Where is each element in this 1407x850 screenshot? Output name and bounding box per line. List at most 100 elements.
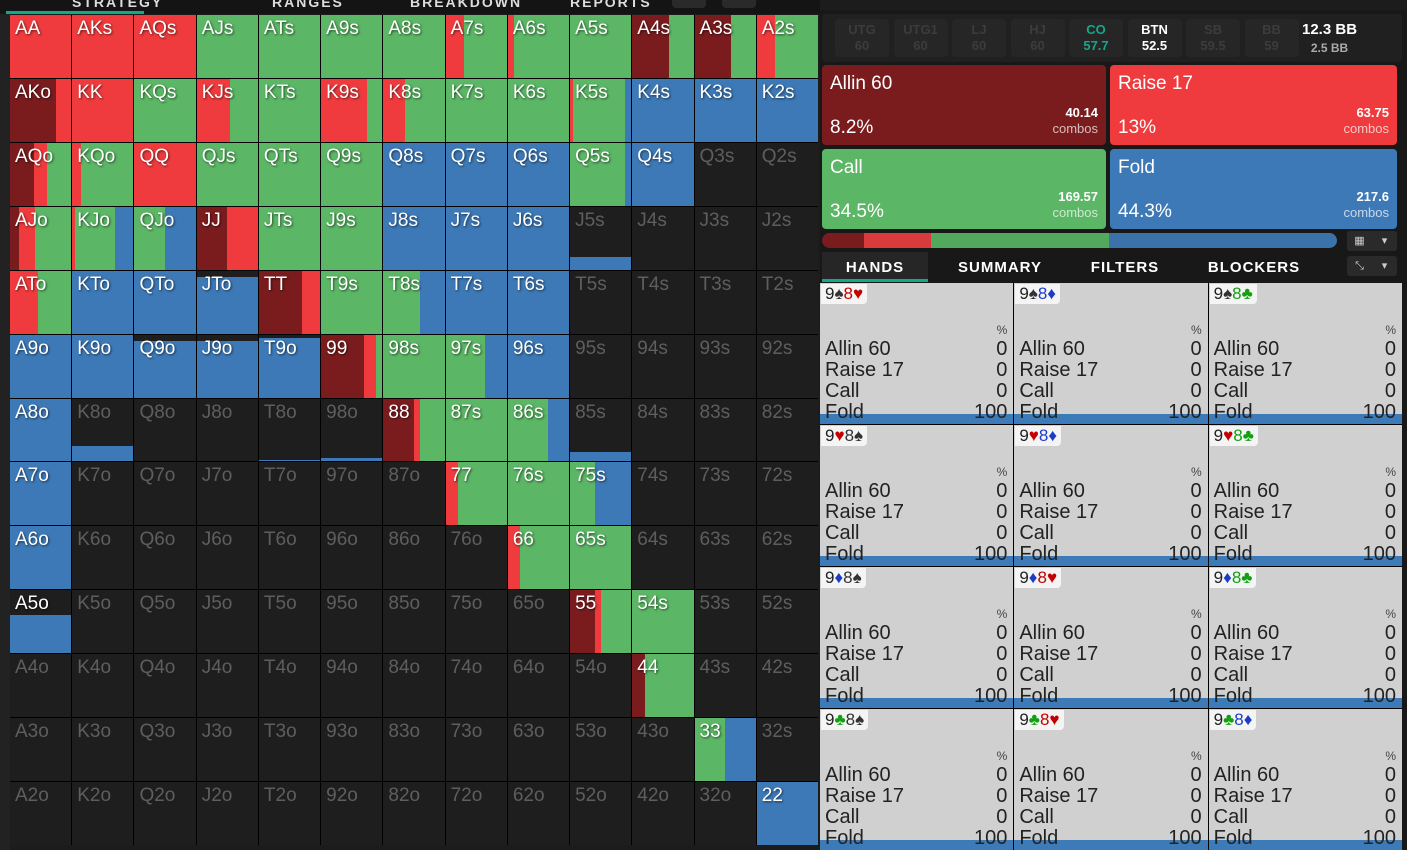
hand-cell[interactable]: ATo: [10, 270, 72, 334]
hand-cell[interactable]: A9s: [321, 15, 383, 78]
hand-cell[interactable]: J7s: [445, 206, 507, 270]
hand-combo-card[interactable]: 9♦8♠% Allin 60 0 Raise 17 0 Call 0 Fold 100: [820, 567, 1014, 708]
hand-cell[interactable]: 88: [383, 398, 445, 462]
hand-cell[interactable]: 32o: [694, 782, 756, 845]
hand-cell[interactable]: A8s: [383, 15, 445, 78]
hand-cell[interactable]: Q5o: [134, 590, 196, 654]
hand-cell[interactable]: 54s: [632, 590, 694, 654]
hand-cell[interactable]: 44: [632, 654, 694, 718]
hand-cell[interactable]: 95o: [321, 590, 383, 654]
hand-cell[interactable]: K7s: [445, 78, 507, 142]
hand-cell[interactable]: Q3o: [134, 718, 196, 782]
hand-cell[interactable]: 98s: [383, 334, 445, 398]
card-filter-button[interactable]: [722, 0, 756, 8]
hand-cell[interactable]: 52s: [756, 590, 818, 654]
hand-cell[interactable]: 93o: [321, 718, 383, 782]
hand-cell[interactable]: T9o: [258, 334, 321, 398]
hand-cell[interactable]: J4s: [632, 206, 694, 270]
hand-combo-card[interactable]: 9♠8♣% Allin 60 0 Raise 17 0 Call 0 Fold 100: [1208, 283, 1402, 424]
hand-cell[interactable]: 77: [445, 462, 507, 526]
hand-cell[interactable]: A5o: [10, 590, 72, 654]
hand-cell[interactable]: Q7o: [134, 462, 196, 526]
position-hj[interactable]: HJ 60: [1010, 19, 1065, 57]
hand-cell[interactable]: J9s: [321, 206, 383, 270]
hand-cell[interactable]: Q5s: [570, 142, 632, 206]
hand-cell[interactable]: KQs: [134, 78, 196, 142]
hand-cell[interactable]: A2o: [10, 782, 72, 845]
hand-cell[interactable]: K8o: [72, 398, 134, 462]
hand-cell[interactable]: A4s: [632, 15, 694, 78]
hand-cell[interactable]: 42s: [756, 654, 818, 718]
hand-cell[interactable]: 74s: [632, 462, 694, 526]
hand-cell[interactable]: 92s: [756, 334, 818, 398]
hand-cell[interactable]: 64o: [507, 654, 570, 718]
position-utg1[interactable]: UTG1 60: [893, 19, 948, 57]
hand-cell[interactable]: 93s: [694, 334, 756, 398]
hand-cell[interactable]: T6s: [507, 270, 570, 334]
hand-cell[interactable]: 22: [756, 782, 818, 845]
hand-cell[interactable]: QJo: [134, 206, 196, 270]
hand-cell[interactable]: T4s: [632, 270, 694, 334]
position-btn[interactable]: BTN 52.5: [1127, 19, 1182, 57]
action-raise[interactable]: Raise 17 13% 63.75 combos: [1110, 65, 1397, 145]
hand-cell[interactable]: 94o: [321, 654, 383, 718]
hand-cell[interactable]: AQs: [134, 15, 196, 78]
hand-cell[interactable]: 66: [507, 526, 570, 590]
hand-cell[interactable]: T3o: [258, 718, 321, 782]
hand-cell[interactable]: K7o: [72, 462, 134, 526]
hand-cell[interactable]: 96o: [321, 526, 383, 590]
hand-cell[interactable]: QQ: [134, 142, 196, 206]
hand-cell[interactable]: K6o: [72, 526, 134, 590]
action-call[interactable]: Call 34.5% 169.57 combos: [822, 149, 1106, 229]
hand-cell[interactable]: J8o: [196, 398, 258, 462]
hand-combo-card[interactable]: 9♣8♦% Allin 60 0 Raise 17 0 Call 0 Fold 100: [1208, 709, 1402, 850]
hand-cell[interactable]: 42o: [632, 782, 694, 845]
hand-combo-card[interactable]: 9♦8♥% Allin 60 0 Raise 17 0 Call 0 Fold 100: [1014, 567, 1208, 708]
hand-cell[interactable]: A7s: [445, 15, 507, 78]
hand-cell[interactable]: KJo: [72, 206, 134, 270]
position-co[interactable]: CO 57.7: [1069, 19, 1123, 57]
hand-cell[interactable]: 54o: [570, 654, 632, 718]
hand-cell[interactable]: J2o: [196, 782, 258, 845]
hand-cell[interactable]: 92o: [321, 782, 383, 845]
hand-cell[interactable]: 87s: [445, 398, 507, 462]
hand-cell[interactable]: KK: [72, 78, 134, 142]
hand-cell[interactable]: A2s: [756, 15, 818, 78]
hand-cell[interactable]: Q6o: [134, 526, 196, 590]
hand-cell[interactable]: K4s: [632, 78, 694, 142]
tab-summary[interactable]: SUMMARY: [958, 259, 1042, 276]
hand-cell[interactable]: K3o: [72, 718, 134, 782]
hand-cell[interactable]: 85s: [570, 398, 632, 462]
position-bb[interactable]: BB 59: [1244, 19, 1299, 57]
hand-cell[interactable]: QJs: [196, 142, 258, 206]
hand-cell[interactable]: A6o: [10, 526, 72, 590]
hand-cell[interactable]: 55: [570, 590, 632, 654]
hand-cell[interactable]: K2s: [756, 78, 818, 142]
position-utg[interactable]: UTG 60: [835, 19, 889, 57]
hand-cell[interactable]: K6s: [507, 78, 570, 142]
hand-cell[interactable]: A8o: [10, 398, 72, 462]
hand-cell[interactable]: 98o: [321, 398, 383, 462]
hand-cell[interactable]: J6s: [507, 206, 570, 270]
hand-cell[interactable]: K4o: [72, 654, 134, 718]
hand-cell[interactable]: KTs: [258, 78, 321, 142]
hand-cell[interactable]: JTo: [196, 270, 258, 334]
hand-cell[interactable]: J3s: [694, 206, 756, 270]
action-fold[interactable]: Fold 44.3% 217.6 combos: [1110, 149, 1397, 229]
hand-cell[interactable]: 65s: [570, 526, 632, 590]
tab-filters[interactable]: FILTERS: [1090, 259, 1160, 276]
hand-cell[interactable]: Q6s: [507, 142, 570, 206]
hand-cell[interactable]: K9s: [321, 78, 383, 142]
hand-cell[interactable]: 83o: [383, 718, 445, 782]
hand-cell[interactable]: 75o: [445, 590, 507, 654]
hand-cell[interactable]: T7o: [258, 462, 321, 526]
position-sb[interactable]: SB 59.5: [1186, 19, 1240, 57]
hand-cell[interactable]: J8s: [383, 206, 445, 270]
hand-cell[interactable]: 96s: [507, 334, 570, 398]
hand-cell[interactable]: J7o: [196, 462, 258, 526]
hand-cell[interactable]: J9o: [196, 334, 258, 398]
hand-combo-card[interactable]: 9♦8♣% Allin 60 0 Raise 17 0 Call 0 Fold 100: [1208, 567, 1402, 708]
hand-cell[interactable]: 74o: [445, 654, 507, 718]
collapse-button[interactable]: ⤡ ▾: [1347, 256, 1397, 276]
hand-cell[interactable]: 53s: [694, 590, 756, 654]
